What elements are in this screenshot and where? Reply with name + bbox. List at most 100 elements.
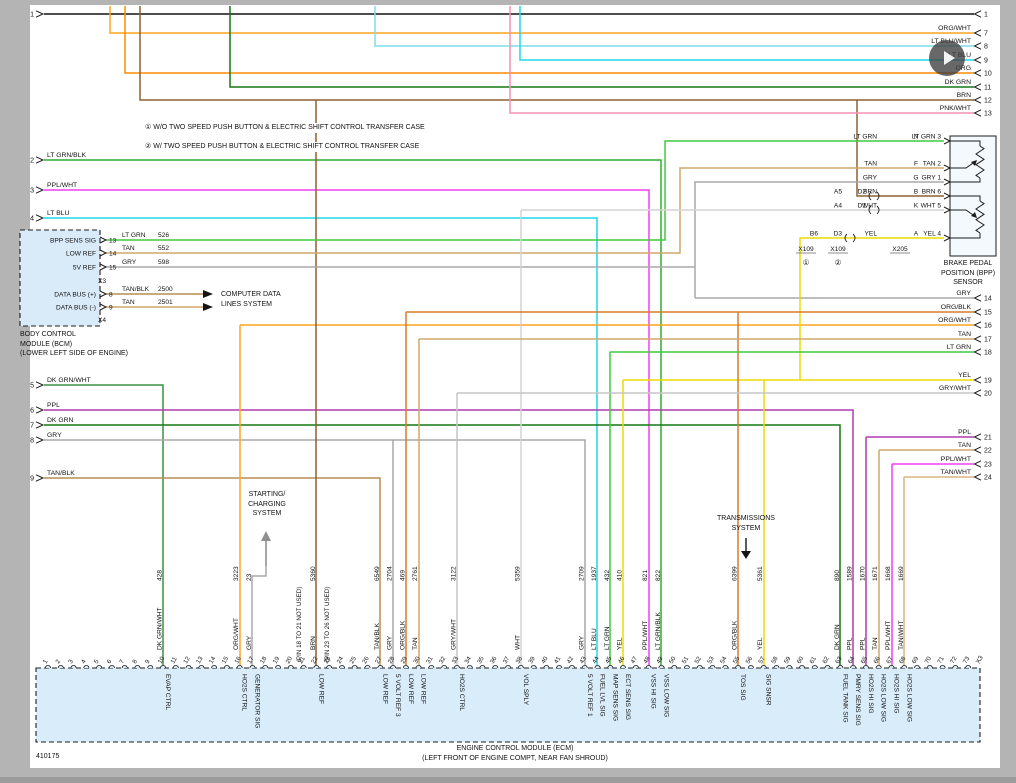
harness-connector-id: X205 [892, 246, 908, 253]
right-pin-number: 12 [984, 98, 992, 105]
bcm-circuit-number: 598 [158, 259, 169, 266]
circuit-number: 3223 [233, 566, 240, 581]
ecm-pin-number: 53 [706, 655, 716, 665]
sensor-wire-color: LT GRN [853, 134, 877, 141]
right-pin-number: 15 [984, 310, 992, 317]
wire-color-label: DK GRN/WHT [157, 608, 164, 651]
sensor-pin-letter: N [914, 134, 919, 141]
ecm-not-used-note: (PIN 23 TO 26 NOT USED) [324, 587, 331, 662]
wire-brn [856, 100, 944, 197]
bcm-wire-color: TAN [122, 299, 135, 306]
right-pin-number: 22 [984, 448, 992, 455]
ecm-pin-function: VSS LOW SIG [662, 674, 669, 717]
ecm-pin-number: 19 [272, 655, 282, 665]
ecm-pin-number: 10 [157, 655, 167, 665]
right-wire-label: PNK/WHT [940, 105, 971, 112]
ecm-pin-number: 23 [323, 655, 333, 665]
circuit-number: 821 [642, 570, 649, 581]
right-pin-number: 16 [984, 323, 992, 330]
connector-pin-label: A4 [834, 203, 842, 210]
right-pin-symbol [973, 335, 982, 343]
wire-dk-grn [229, 6, 974, 88]
ecm-pin-number: 20 [284, 655, 294, 665]
ecm-pin-number: 41 [553, 655, 563, 665]
computer-data-line-2: LINES SYSTEM [221, 300, 272, 308]
sensor-terminal-label: LT GRN 3 [912, 134, 941, 141]
sensor-terminal-label: TAN 2 [923, 161, 942, 168]
transmissions-line-1: TRANSMISSIONS [717, 515, 775, 522]
bcm-wire-color: TAN [122, 245, 135, 252]
wire-color-label: TAN/WHT [898, 620, 905, 650]
ecm-pin-number: 32 [438, 655, 448, 665]
ecm-pin-number: 47 [630, 655, 640, 665]
wire-color-label: PPL/WHT [642, 621, 649, 650]
ecm-pin-bumps [45, 665, 972, 669]
transmissions-label: TRANSMISSIONS SYSTEM [700, 514, 792, 533]
wiper-arrow-head [971, 160, 977, 166]
ecm-pin-number: 37 [502, 655, 512, 665]
right-pin-symbol [973, 109, 982, 117]
ecm-pin-number: 73 [962, 655, 972, 665]
ecm-pin-function: EVAP CTRL [164, 674, 171, 710]
ecm-pin-number: 14 [208, 655, 218, 665]
right-pin-number: 21 [984, 435, 992, 442]
wire-lt-blu [519, 6, 974, 61]
right-wire-label: LT GRN [947, 344, 971, 351]
sensor-trace [950, 140, 981, 146]
wire-color-label: GRY/WHT [450, 619, 457, 650]
ecm-pin-number: 33 [451, 655, 461, 665]
left-wire-label: LT GRN/BLK [47, 152, 86, 159]
left-wire-label: GRY [47, 432, 62, 439]
sensor-caption-line-1: BRAKE PEDAL [943, 260, 993, 267]
bpp-sensor-caption: BRAKE PEDAL POSITION (BPP) SENSOR [931, 259, 1005, 288]
page-nav-button[interactable] [929, 40, 965, 76]
left-wire-label: PPL [47, 402, 60, 409]
ecm-pin-number: 25 [348, 655, 358, 665]
right-wire-label: TAN/WHT [941, 469, 971, 476]
left-wire-label: DK GRN [47, 417, 74, 424]
ecm-pin-function: VSS HI SIG [650, 674, 657, 709]
bcm-pin-symbol [99, 290, 108, 298]
bcm-wire-color: LT GRN [122, 232, 146, 239]
circuit-number: 410 [617, 570, 624, 581]
wire-gry [694, 181, 944, 298]
right-wire-label: TAN [958, 442, 971, 449]
ecm-pin-function: LOW REF [407, 674, 414, 704]
resistor-symbol [975, 145, 985, 179]
inline-connector-symbol [868, 191, 880, 201]
left-pin-symbol [35, 186, 45, 194]
left-pin-number: 3 [30, 188, 34, 195]
ecm-not-used-note: (PIN 18 TO 21 NOT USED) [296, 587, 303, 662]
ecm-pin-number: 40 [540, 655, 550, 665]
ecm-pin-number: 27 [374, 655, 384, 665]
bcm-circuit-number: 552 [158, 245, 169, 252]
ecm-pin-function: LOW REF [420, 674, 427, 704]
ecm-pin-number: 8 [131, 658, 139, 665]
wire-yel [799, 237, 944, 380]
ecm-pin-number: 68 [898, 655, 908, 665]
bcm-circuit-number: 2500 [158, 286, 173, 293]
ecm-pin-number: 63 [834, 655, 844, 665]
ecm-pin-function: PMRY SENS SIG [854, 674, 861, 726]
circuit-number: 1589 [847, 566, 854, 581]
bcm-pin-symbol [99, 249, 108, 257]
bottom-bar [0, 777, 1016, 783]
ecm-pin-number: 35 [476, 655, 486, 665]
bcm-box [19, 229, 101, 327]
left-wire-label: DK GRN/WHT [47, 377, 91, 384]
circuit-number: 1669 [898, 566, 905, 581]
wire-gry [44, 439, 586, 668]
circuit-number: 1937 [591, 566, 598, 581]
right-pin-number: 17 [984, 337, 992, 344]
ecm-pin-number: 71 [936, 655, 946, 665]
ecm-pin-function: 5 VOLT REF 1 [586, 674, 593, 717]
left-pin-number: 2 [30, 158, 34, 165]
ecm-pin-number: 69 [911, 655, 921, 665]
right-pin-number: 7 [984, 31, 988, 38]
resistor-symbol [975, 200, 985, 234]
ecm-pin-number: 31 [425, 655, 435, 665]
bcm-pin-label: DATA BUS (-) [56, 305, 96, 312]
connector-pin-label: A5 [834, 189, 842, 196]
left-pin-symbol [35, 474, 45, 482]
right-wire-label: PPL/WHT [941, 456, 971, 463]
